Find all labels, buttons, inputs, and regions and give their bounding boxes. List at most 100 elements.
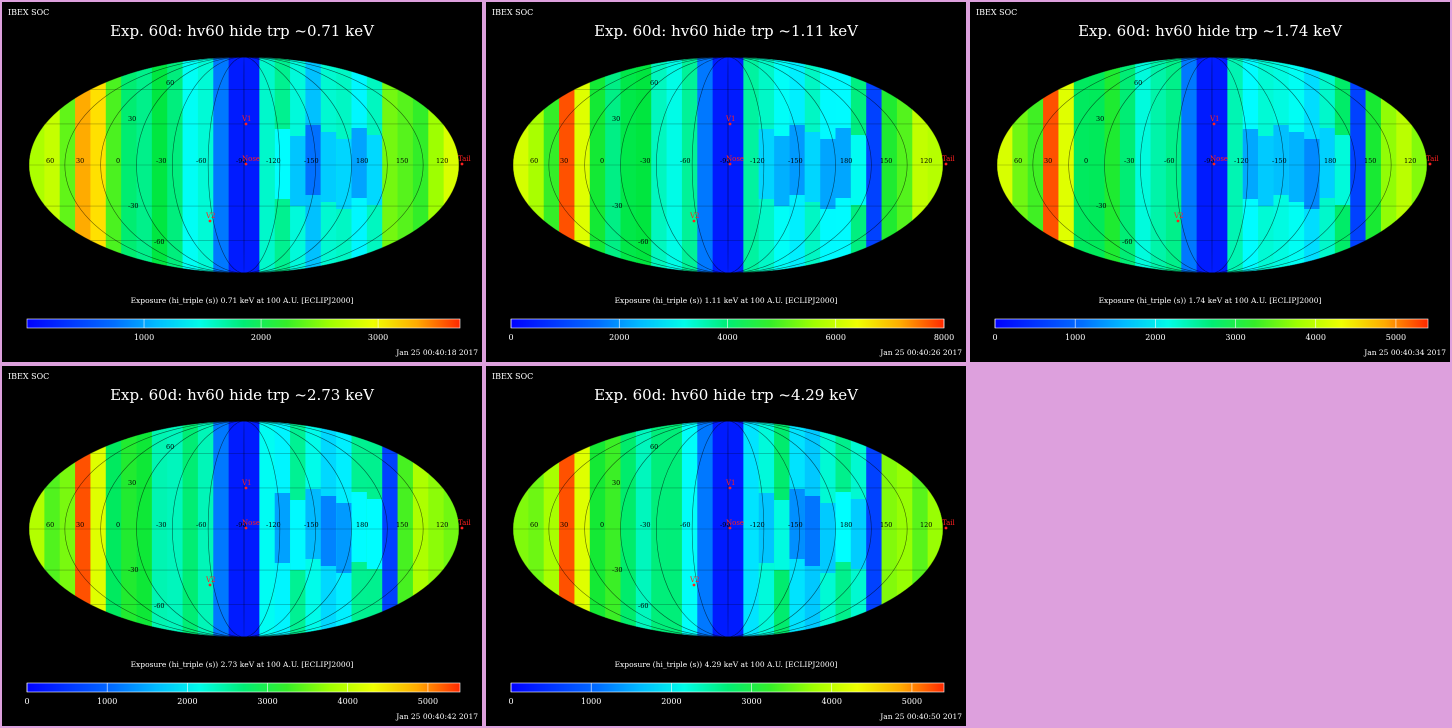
meridian-line [136, 57, 352, 273]
colorbar-tick-label: 1000 [134, 333, 154, 342]
timestamp: Jan 25 00:40:26 2017 [880, 348, 962, 357]
longitude-label: -150 [304, 521, 319, 529]
panel-title: Exp. 60d: hv60 hide trp ~2.73 keV [110, 386, 374, 404]
marker-label-nose: Nose [242, 155, 260, 163]
sky-map: 60 30 0 -30 -60 -90 -120 -150 180 150 120 90 60 30 -30… [992, 57, 1447, 342]
longitude-label: 180 [840, 521, 852, 529]
longitude-label: -60 [196, 157, 206, 165]
exposure-strip [90, 57, 107, 273]
exposure-patch [758, 493, 775, 563]
exposure-strip [1043, 57, 1060, 273]
corner-label: IBEX SOC [8, 8, 50, 17]
exposure-strip [75, 57, 92, 273]
exposure-patch [1242, 129, 1259, 199]
exposure-patch [290, 136, 307, 206]
longitude-label: -30 [1124, 157, 1134, 165]
exposure-strip [743, 57, 760, 273]
marker-label-nose: Nose [726, 155, 744, 163]
longitude-label: -120 [1234, 157, 1249, 165]
meridian-line [727, 57, 729, 273]
latitude-label: 60 [1134, 79, 1142, 87]
longitude-label: 30 [76, 157, 84, 165]
longitude-label: -30 [156, 157, 166, 165]
latitude-label: -60 [1122, 238, 1132, 246]
exposure-strip [1380, 57, 1397, 273]
map-panel: IBEX SOC Exp. 60d: hv60 hide trp ~4.29 ke… [486, 366, 966, 726]
exposure-patch [366, 135, 383, 205]
exposure-strip [1073, 57, 1090, 273]
meridian-line [172, 421, 316, 637]
longitude-label: 30 [76, 521, 84, 529]
exposure-strip [1227, 57, 1244, 273]
colorbar-tick-label: 6000 [826, 333, 846, 342]
exposure-strip [866, 57, 883, 273]
exposure-strip [59, 421, 76, 637]
marker-dot [1212, 122, 1216, 126]
exposure-strip [1089, 57, 1106, 273]
longitude-label: -60 [1164, 157, 1174, 165]
panel-title: Exp. 60d: hv60 hide trp ~0.71 keV [110, 22, 374, 40]
exposure-patch [1288, 132, 1305, 202]
colorbar-tick-label: 4000 [338, 697, 358, 706]
marker-dot [728, 526, 732, 530]
latitude-label: -60 [154, 238, 164, 246]
panel-title: Exp. 60d: hv60 hide trp ~1.74 keV [1078, 22, 1342, 40]
colorbar-tick-label: 1000 [581, 697, 601, 706]
exposure-patch [274, 493, 291, 563]
exposure-patch [850, 135, 867, 205]
meridian-line [207, 421, 281, 637]
corner-label: IBEX SOC [492, 372, 534, 381]
sky-map: 60 30 0 -30 -60 -90 -120 -150 180 150 120 90 60 30 -30… [508, 57, 963, 342]
exposure-strip [605, 57, 622, 273]
exposure-strip [1150, 57, 1167, 273]
exposure-strip [712, 57, 729, 273]
exposure-strip [412, 57, 429, 273]
longitude-label: -90 [1204, 157, 1214, 165]
exposure-strip [543, 421, 560, 637]
map-panel: IBEX SOC Exp. 60d: hv60 hide trp ~1.11 ke… [486, 2, 966, 362]
exposure-patch [351, 492, 368, 562]
marker-dot [244, 526, 248, 530]
longitude-label: 150 [396, 521, 408, 529]
marker-label-v2: V2 [689, 576, 700, 584]
exposure-patch [835, 128, 852, 198]
longitude-label: 90 [955, 157, 963, 165]
longitude-label: 90 [471, 521, 479, 529]
exposure-patch [305, 125, 322, 195]
exposure-strip [728, 57, 744, 273]
colorbar-tick-label: 4000 [1306, 333, 1326, 342]
meridian-line [1104, 57, 1320, 273]
meridian-line [100, 421, 388, 637]
colorbar-tick-label: 0 [24, 697, 29, 706]
meridian-line [584, 421, 872, 637]
meridian-line [691, 57, 765, 273]
marker-dot [944, 162, 948, 166]
marker-label-tail: Tail [458, 519, 472, 527]
longitude-label: -90 [720, 157, 730, 165]
longitude-label: 120 [920, 157, 932, 165]
marker-label-nose: Nose [726, 519, 744, 527]
longitude-label: 150 [1364, 157, 1376, 165]
meridian-line [1140, 57, 1284, 273]
colorbar-tick-label: 3000 [257, 697, 277, 706]
colorbar-tick-label: 2000 [1145, 333, 1165, 342]
exposure-strip [244, 421, 260, 637]
sky-map: 60 30 0 -30 -60 -90 -120 -150 180 150 120 90 60 30 -30… [26, 57, 479, 342]
exposure-strip [197, 421, 214, 637]
exposure-patch [274, 129, 291, 199]
exposure-strip [167, 421, 184, 637]
exposure-strip [75, 421, 92, 637]
timestamp: Jan 25 00:40:42 2017 [396, 712, 478, 721]
exposure-strip [589, 57, 606, 273]
exposure-strip [881, 57, 898, 273]
exposure-strip [197, 57, 214, 273]
longitude-label: 0 [116, 157, 120, 165]
meridian-line [620, 57, 836, 273]
colorbar [26, 318, 461, 329]
exposure-strip [543, 57, 560, 273]
corner-label: IBEX SOC [492, 8, 534, 17]
meridian-line [620, 421, 836, 637]
meridian-line [656, 57, 800, 273]
meridian-line [548, 57, 908, 273]
latitude-label: -30 [612, 566, 622, 574]
